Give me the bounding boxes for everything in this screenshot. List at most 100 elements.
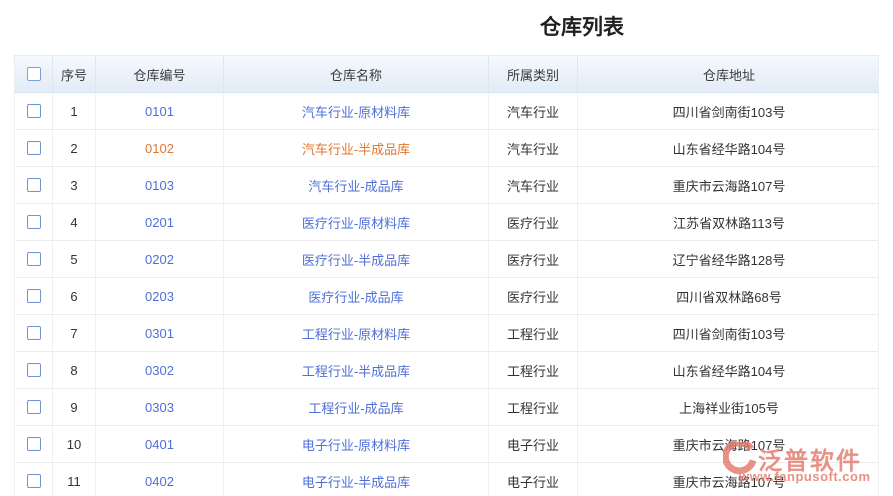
warehouse-code-link[interactable]: 0202 bbox=[145, 251, 174, 267]
row-checkbox[interactable] bbox=[26, 363, 41, 377]
row-checkbox[interactable] bbox=[26, 326, 41, 340]
row-category: 汽车行业 bbox=[489, 130, 578, 166]
row-category: 工程行业 bbox=[489, 315, 578, 351]
row-cell-checkbox bbox=[15, 315, 53, 351]
warehouse-name-link[interactable]: 工程行业-半成品库 bbox=[301, 363, 411, 379]
row-checkbox[interactable] bbox=[26, 437, 41, 451]
warehouse-name-link[interactable]: 工程行业-成品库 bbox=[308, 400, 404, 416]
row-address: 辽宁省经华路128号 bbox=[672, 252, 786, 268]
warehouse-code-link[interactable]: 0402 bbox=[145, 473, 174, 489]
row-seq: 11 bbox=[53, 463, 96, 496]
table-row: 4 0201 医疗行业-原材料库 医疗行业 江苏省双林路113号 bbox=[14, 204, 879, 241]
table-row: 11 0402 电子行业-半成品库 电子行业 重庆市云海路107号 bbox=[14, 463, 879, 496]
row-cell-checkbox bbox=[15, 204, 53, 240]
warehouse-table: 序号 仓库编号 仓库名称 所属类别 仓库地址 1 0101 汽车行业-原材料库 … bbox=[14, 55, 879, 496]
row-category: 工程行业 bbox=[489, 389, 578, 425]
row-checkbox[interactable] bbox=[26, 104, 41, 118]
row-cell-checkbox bbox=[15, 278, 53, 314]
row-address: 重庆市云海路107号 bbox=[672, 437, 786, 453]
row-cell-checkbox bbox=[15, 463, 53, 496]
row-seq: 5 bbox=[53, 241, 96, 277]
row-checkbox[interactable] bbox=[26, 289, 41, 303]
warehouse-code-link[interactable]: 0103 bbox=[145, 177, 174, 193]
row-category: 医疗行业 bbox=[489, 278, 578, 314]
warehouse-name-link[interactable]: 医疗行业-半成品库 bbox=[301, 252, 411, 268]
row-category: 医疗行业 bbox=[489, 204, 578, 240]
select-all-checkbox[interactable] bbox=[26, 67, 41, 81]
row-seq: 7 bbox=[53, 315, 96, 351]
row-checkbox[interactable] bbox=[26, 400, 41, 414]
column-header-name: 仓库名称 bbox=[224, 56, 489, 92]
row-seq: 2 bbox=[53, 130, 96, 166]
warehouse-name-link[interactable]: 医疗行业-成品库 bbox=[308, 289, 404, 305]
header-cell-select-all bbox=[15, 56, 53, 92]
row-address: 四川省双林路68号 bbox=[676, 289, 782, 305]
row-checkbox[interactable] bbox=[26, 178, 41, 192]
warehouse-name-link[interactable]: 医疗行业-原材料库 bbox=[301, 215, 411, 231]
warehouse-code-link[interactable]: 0102 bbox=[145, 140, 174, 156]
table-row: 2 0102 汽车行业-半成品库 汽车行业 山东省经华路104号 bbox=[14, 130, 879, 167]
table-row: 8 0302 工程行业-半成品库 工程行业 山东省经华路104号 bbox=[14, 352, 879, 389]
row-address: 四川省剑南街103号 bbox=[672, 326, 786, 342]
row-seq: 4 bbox=[53, 204, 96, 240]
warehouse-code-link[interactable]: 0401 bbox=[145, 436, 174, 452]
table-row: 3 0103 汽车行业-成品库 汽车行业 重庆市云海路107号 bbox=[14, 167, 879, 204]
warehouse-code-link[interactable]: 0302 bbox=[145, 362, 174, 378]
row-cell-checkbox bbox=[15, 241, 53, 277]
row-address: 重庆市云海路107号 bbox=[672, 178, 786, 194]
row-category: 汽车行业 bbox=[489, 167, 578, 203]
row-seq: 10 bbox=[53, 426, 96, 462]
table-row: 10 0401 电子行业-原材料库 电子行业 重庆市云海路107号 bbox=[14, 426, 879, 463]
row-cell-checkbox bbox=[15, 389, 53, 425]
row-seq: 6 bbox=[53, 278, 96, 314]
row-checkbox[interactable] bbox=[26, 252, 41, 266]
row-address: 四川省剑南街103号 bbox=[672, 104, 786, 120]
row-address: 上海祥业街105号 bbox=[679, 400, 779, 416]
row-category: 电子行业 bbox=[489, 426, 578, 462]
warehouse-name-link[interactable]: 电子行业-原材料库 bbox=[301, 437, 411, 453]
warehouse-name-link[interactable]: 汽车行业-原材料库 bbox=[301, 104, 411, 120]
page-title: 仓库列表 bbox=[540, 16, 624, 39]
warehouse-code-link[interactable]: 0303 bbox=[145, 399, 174, 415]
row-checkbox[interactable] bbox=[26, 215, 41, 229]
warehouse-code-link[interactable]: 0101 bbox=[145, 103, 174, 119]
row-cell-checkbox bbox=[15, 130, 53, 166]
table-row: 5 0202 医疗行业-半成品库 医疗行业 辽宁省经华路128号 bbox=[14, 241, 879, 278]
table-row: 6 0203 医疗行业-成品库 医疗行业 四川省双林路68号 bbox=[14, 278, 879, 315]
table-row: 1 0101 汽车行业-原材料库 汽车行业 四川省剑南街103号 bbox=[14, 93, 879, 130]
row-category: 电子行业 bbox=[489, 463, 578, 496]
table-row: 7 0301 工程行业-原材料库 工程行业 四川省剑南街103号 bbox=[14, 315, 879, 352]
row-address: 江苏省双林路113号 bbox=[673, 215, 785, 231]
column-header-code: 仓库编号 bbox=[96, 56, 224, 92]
column-header-seq: 序号 bbox=[53, 56, 96, 92]
row-seq: 8 bbox=[53, 352, 96, 388]
warehouse-code-link[interactable]: 0301 bbox=[145, 325, 174, 341]
row-checkbox[interactable] bbox=[26, 474, 41, 488]
row-seq: 1 bbox=[53, 93, 96, 129]
row-address: 山东省经华路104号 bbox=[672, 363, 786, 379]
row-cell-checkbox bbox=[15, 167, 53, 203]
table-body: 1 0101 汽车行业-原材料库 汽车行业 四川省剑南街103号 2 0102 … bbox=[14, 93, 879, 496]
column-header-category: 所属类别 bbox=[489, 56, 578, 92]
table-header-row: 序号 仓库编号 仓库名称 所属类别 仓库地址 bbox=[14, 55, 879, 93]
row-cell-checkbox bbox=[15, 426, 53, 462]
row-seq: 3 bbox=[53, 167, 96, 203]
warehouse-name-link[interactable]: 汽车行业-半成品库 bbox=[301, 141, 411, 157]
column-header-address: 仓库地址 bbox=[702, 67, 755, 83]
warehouse-name-link[interactable]: 汽车行业-成品库 bbox=[308, 178, 404, 194]
warehouse-name-link[interactable]: 电子行业-半成品库 bbox=[301, 474, 411, 490]
warehouse-name-link[interactable]: 工程行业-原材料库 bbox=[301, 326, 411, 342]
row-address: 重庆市云海路107号 bbox=[672, 474, 786, 490]
row-address: 山东省经华路104号 bbox=[672, 141, 786, 157]
row-category: 工程行业 bbox=[489, 352, 578, 388]
row-checkbox[interactable] bbox=[26, 141, 41, 155]
row-category: 医疗行业 bbox=[489, 241, 578, 277]
warehouse-code-link[interactable]: 0201 bbox=[145, 214, 174, 230]
warehouse-code-link[interactable]: 0203 bbox=[145, 288, 174, 304]
row-category: 汽车行业 bbox=[489, 93, 578, 129]
row-seq: 9 bbox=[53, 389, 96, 425]
table-row: 9 0303 工程行业-成品库 工程行业 上海祥业街105号 bbox=[14, 389, 879, 426]
row-cell-checkbox bbox=[15, 352, 53, 388]
row-cell-checkbox bbox=[15, 93, 53, 129]
